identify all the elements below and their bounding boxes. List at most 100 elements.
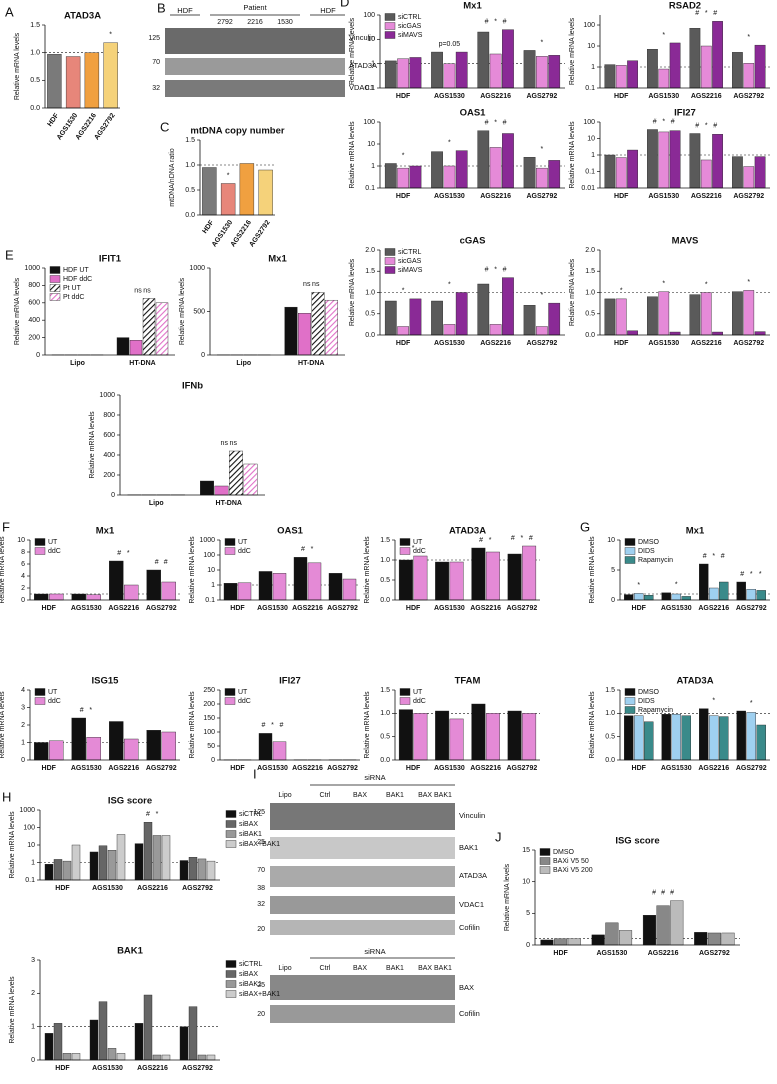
annotation: * — [89, 707, 92, 714]
bar — [732, 52, 742, 88]
legend-swatch — [225, 698, 235, 705]
bar — [472, 704, 486, 760]
x-tick-label: HDF — [230, 765, 245, 772]
bar — [189, 1007, 197, 1060]
bar — [99, 846, 107, 880]
annotation: # — [721, 553, 725, 560]
y-tick-label: 1 — [591, 64, 595, 71]
lane-label: BAX — [353, 965, 367, 972]
bar — [472, 548, 486, 600]
y-axis-label: Relative mRNA levels — [9, 811, 16, 879]
y-tick-label: 0 — [211, 757, 215, 764]
bar — [605, 155, 615, 188]
y-tick-label: 0 — [201, 352, 205, 359]
y-tick-label: 1.0 — [605, 710, 615, 717]
bar — [45, 864, 53, 880]
y-tick-label: 2 — [31, 990, 35, 997]
chart-title: mtDNA copy number — [190, 126, 284, 137]
y-axis-label: Relative mRNA levels — [569, 121, 576, 189]
bar — [285, 307, 298, 355]
legend-label: siBAK1 — [239, 831, 262, 838]
annotation: * — [109, 32, 112, 39]
panel-letter: D — [340, 0, 349, 9]
y-tick-label: 150 — [203, 715, 215, 722]
y-tick-label: 0.1 — [365, 85, 375, 92]
bar — [490, 324, 501, 335]
legend-swatch — [35, 539, 45, 546]
y-tick-label: 1.5 — [185, 137, 195, 144]
annotation: # — [740, 571, 744, 578]
y-axis-label: Relative mRNA levels — [9, 976, 16, 1044]
bar — [624, 716, 633, 760]
bar — [541, 940, 554, 945]
legend-swatch — [35, 689, 45, 696]
annotation: p=0.05 — [439, 41, 461, 48]
bar — [478, 284, 489, 335]
legend-label: siCTRL — [398, 14, 421, 21]
marker: 70 — [152, 59, 160, 66]
legend-swatch — [225, 689, 235, 696]
legend-label: sicGAS — [398, 23, 422, 30]
bar — [508, 711, 522, 760]
bar — [644, 595, 653, 600]
y-tick-label: 0 — [21, 757, 25, 764]
annotation: * — [127, 550, 130, 557]
y-axis-label: Relative mRNA levels — [14, 32, 21, 100]
bar — [486, 713, 500, 760]
bar — [117, 834, 125, 880]
y-tick-label: 1.0 — [585, 289, 595, 296]
bar — [755, 45, 765, 88]
y-tick-label: 600 — [103, 432, 115, 439]
lane-label: BAX — [353, 792, 367, 799]
bar — [709, 716, 718, 760]
x-tick-label: AGS2216 — [108, 765, 139, 772]
annotation: # — [695, 122, 699, 129]
y-tick-label: 10 — [522, 879, 530, 886]
blot-i: I siRNA Lipo Ctrl BAX BAK1 BAX BAK1 125 … — [253, 766, 487, 1023]
bar — [647, 49, 657, 88]
legend-label: BAXi V5 50 — [553, 858, 589, 865]
legend-swatch — [540, 867, 550, 874]
y-tick-label: 0 — [31, 1057, 35, 1064]
legend-label: DMSO — [638, 689, 660, 696]
blot-header: siRNA — [364, 773, 385, 782]
bar — [670, 43, 680, 88]
x-tick-label: AGS1530 — [71, 765, 102, 772]
y-tick-label: 200 — [103, 472, 115, 479]
bar — [397, 59, 408, 88]
y-tick-label: 0.5 — [380, 577, 390, 584]
y-tick-label: 1 — [591, 152, 595, 159]
legend-label: ddC — [413, 698, 426, 705]
y-tick-label: 0 — [111, 492, 115, 499]
bar — [502, 134, 513, 188]
marker: 70 — [257, 867, 265, 874]
annotation: * — [494, 120, 497, 127]
x-tick-label: AGS2216 — [470, 765, 501, 772]
y-axis-label: Relative mRNA levels — [364, 691, 371, 759]
bar — [49, 741, 63, 760]
bar — [616, 299, 626, 335]
legend-label: UT — [413, 689, 423, 696]
bar — [49, 594, 63, 600]
bar — [124, 739, 138, 760]
y-tick-label: 1.5 — [605, 687, 615, 694]
y-tick-label: 0.0 — [185, 212, 195, 219]
x-tick-label: AGS1530 — [434, 93, 465, 100]
legend-swatch — [50, 267, 60, 274]
chart-title: ATAD3A — [449, 526, 486, 537]
bar — [490, 54, 501, 88]
legend-label: UT — [48, 689, 58, 696]
bar — [385, 61, 396, 88]
panel-letter: E — [5, 247, 14, 262]
y-tick-label: 10 — [367, 141, 375, 148]
annotation: # — [661, 890, 665, 897]
legend-swatch — [35, 548, 45, 555]
protein-label: ATAD3A — [459, 871, 487, 880]
bar — [712, 21, 722, 88]
x-tick-label: AGS1530 — [257, 765, 288, 772]
bar — [699, 564, 708, 600]
protein-label: BAK1 — [459, 843, 478, 852]
bar — [410, 299, 421, 335]
x-tick-label: AGS2216 — [698, 605, 729, 612]
annotation: # — [713, 10, 717, 17]
